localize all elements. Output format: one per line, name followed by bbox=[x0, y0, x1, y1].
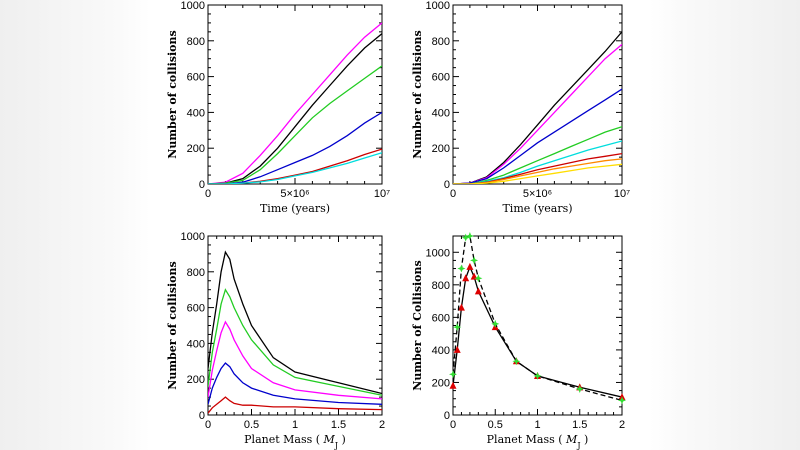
chart-bl-ylabel: Number of collisions bbox=[166, 261, 179, 389]
chart-bl-xtick-label: 1.5 bbox=[331, 419, 346, 431]
chart-tl-xtick-label: 5×10⁶ bbox=[280, 188, 309, 200]
chart-br-marker-dashed-green-markers bbox=[474, 274, 483, 283]
chart-br-marker-solid-red-markers bbox=[449, 381, 457, 389]
chart-br-marker-dashed-green-markers bbox=[533, 371, 542, 380]
chart-tr-ytick-label: 1000 bbox=[426, 0, 450, 12]
chart-br-series-dashed-green-markers bbox=[453, 236, 622, 402]
chart-tr-xtick-label: 10⁷ bbox=[614, 188, 630, 200]
chart-br-xtick-label: 1.5 bbox=[572, 419, 587, 431]
chart-bl-series-green bbox=[208, 288, 382, 396]
chart-br-marker-dashed-green-markers bbox=[453, 323, 462, 332]
chart-tr-series-yellow bbox=[453, 163, 622, 184]
chart-tl-series-magenta bbox=[208, 22, 382, 184]
chart-br-ytick-label: 200 bbox=[432, 377, 450, 389]
chart-bl-ytick-label: 400 bbox=[187, 338, 205, 350]
chart-tr-ytick-label: 800 bbox=[432, 36, 450, 48]
chart-tl-plot-frame bbox=[207, 4, 383, 185]
chart-bl-plot-frame bbox=[207, 235, 383, 416]
chart-br-xtick-label: 0.5 bbox=[488, 419, 503, 431]
chart-tl-series-cyan bbox=[208, 152, 382, 184]
chart-bl-series-black bbox=[208, 250, 382, 395]
chart-br-marker-dashed-green-markers bbox=[470, 256, 479, 265]
chart-br-ytick-label: 600 bbox=[432, 312, 450, 324]
chart-tr-ytick-label: 400 bbox=[432, 107, 450, 119]
chart-br-marker-dashed-green-markers bbox=[461, 233, 470, 242]
chart-tl-series-black bbox=[208, 33, 382, 184]
chart-bl-ytick-label: 0 bbox=[199, 410, 205, 422]
chart-br-xtick-label: 0 bbox=[450, 419, 456, 431]
chart-tr-xtick-label: 0 bbox=[450, 188, 456, 200]
chart-br-marker-dashed-green-markers bbox=[618, 396, 626, 405]
chart-br-marker-solid-red-markers bbox=[457, 303, 465, 311]
chart-br-xlabel: Planet Mass ( MJ ) bbox=[487, 433, 589, 450]
chart-bl-ytick-label: 1000 bbox=[181, 231, 205, 243]
chart-bl-xtick-label: 0.5 bbox=[244, 419, 259, 431]
chart-tl-ytick-label: 1000 bbox=[181, 0, 205, 12]
chart-br-marker-dashed-green-markers bbox=[449, 370, 457, 379]
chart-bl-xtick-label: 0 bbox=[205, 419, 211, 431]
chart-br-ytick-label: 400 bbox=[432, 345, 450, 357]
chart-tr-xlabel: Time (years) bbox=[502, 202, 572, 215]
chart-tr-ytick-label: 600 bbox=[432, 72, 450, 84]
chart-bl-ytick-label: 200 bbox=[187, 374, 205, 386]
chart-br-marker-dashed-green-markers bbox=[491, 319, 500, 328]
chart-br-series-solid-red-markers bbox=[453, 265, 622, 398]
chart-br-xtick-label: 2 bbox=[619, 419, 625, 431]
chart-br-marker-dashed-green-markers bbox=[575, 385, 584, 393]
chart-tr-series-blue bbox=[453, 88, 622, 184]
chart-tl-xlabel: Time (years) bbox=[260, 202, 330, 215]
chart-bl-series-magenta bbox=[208, 320, 382, 400]
chart-br-plot-frame bbox=[452, 235, 623, 416]
chart-br-ytick-label: 1000 bbox=[426, 247, 450, 259]
chart-bl-xlabel: Planet Mass ( MJ ) bbox=[244, 433, 346, 450]
chart-bl-ytick-label: 600 bbox=[187, 303, 205, 315]
chart-tr-ytick-label: 200 bbox=[432, 143, 450, 155]
chart-tl-xtick-label: 10⁷ bbox=[374, 188, 390, 200]
chart-bl-series-red bbox=[208, 396, 382, 414]
chart-br-xtick-label: 1 bbox=[534, 419, 540, 431]
chart-tl-ytick-label: 0 bbox=[199, 179, 205, 191]
chart-bl-xtick-label: 2 bbox=[379, 419, 385, 431]
chart-br-marker-dashed-green-markers bbox=[512, 357, 521, 366]
chart-bl-ytick-label: 800 bbox=[187, 267, 205, 279]
chart-br-marker-solid-red-markers bbox=[462, 274, 470, 282]
chart-tl-series-green bbox=[208, 65, 382, 184]
chart-br-ylabel: Number of Collisions bbox=[411, 260, 424, 390]
chart-br-marker-solid-red-markers bbox=[453, 345, 461, 353]
chart-tl-ytick-label: 600 bbox=[187, 72, 205, 84]
chart-tl-xtick-label: 0 bbox=[205, 188, 211, 200]
chart-br-marker-dashed-green-markers bbox=[457, 264, 466, 273]
chart-tl-ylabel: Number of collisions bbox=[166, 30, 179, 158]
chart-tr-ylabel: Number of collisions bbox=[411, 30, 424, 158]
chart-bl-series-blue bbox=[208, 362, 382, 405]
chart-br-marker-solid-red-markers bbox=[474, 287, 482, 295]
chart-tl-ytick-label: 800 bbox=[187, 36, 205, 48]
chart-tl-ytick-label: 200 bbox=[187, 143, 205, 155]
chart-br-ytick-label: 0 bbox=[444, 410, 450, 422]
chart-tr-xtick-label: 5×10⁶ bbox=[523, 188, 552, 200]
chart-br-marker-solid-red-markers bbox=[466, 262, 474, 270]
chart-tr-plot-frame bbox=[452, 4, 623, 185]
chart-tr-ytick-label: 0 bbox=[444, 179, 450, 191]
chart-br-marker-dashed-green-markers bbox=[465, 232, 474, 240]
chart-br-ytick-label: 800 bbox=[432, 280, 450, 292]
chart-bl-xtick-label: 1 bbox=[292, 419, 298, 431]
chart-tl-ytick-label: 400 bbox=[187, 107, 205, 119]
